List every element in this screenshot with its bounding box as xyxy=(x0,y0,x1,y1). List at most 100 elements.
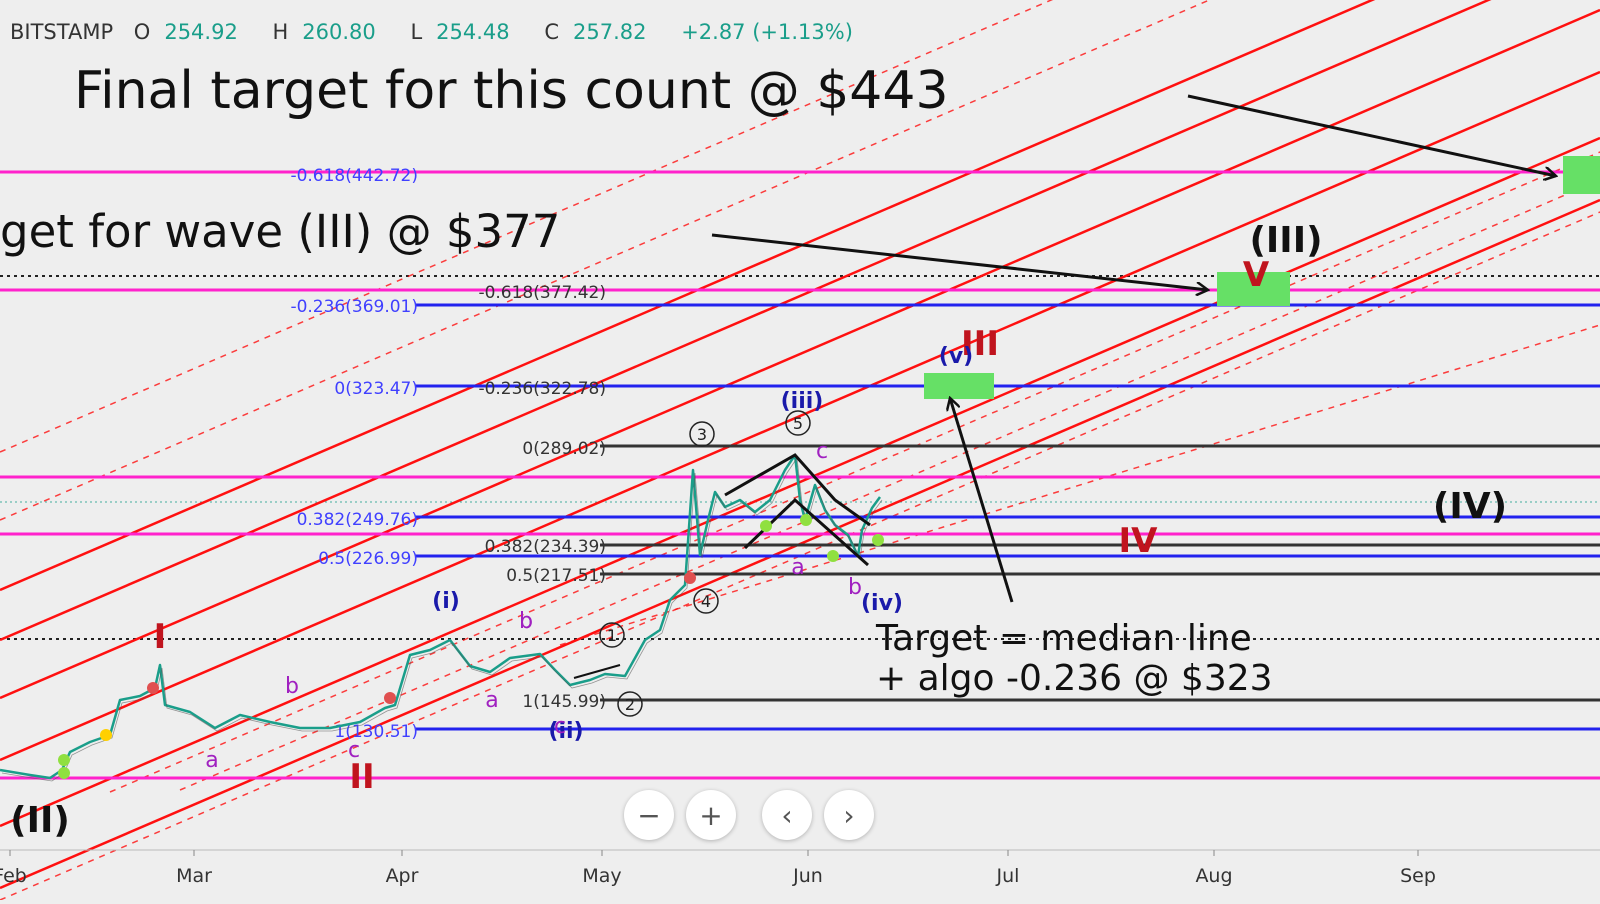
pivot-dot-marker xyxy=(384,692,396,704)
x-axis-tick-label: Sep xyxy=(1400,865,1436,887)
circled-wave-label: 1 xyxy=(607,626,617,645)
fib-label: -0.236(322.78) xyxy=(478,379,606,399)
close-value: 257.82 xyxy=(573,20,647,44)
circled-wave-marker xyxy=(693,588,719,614)
final-target-annotation: Final target for this count @ $443 xyxy=(74,61,949,121)
wave-label-purple: c xyxy=(554,714,566,739)
target-box-377 xyxy=(1217,272,1290,306)
wedge-line-lower xyxy=(743,497,869,567)
channel-dashed-line xyxy=(0,0,1212,521)
wave-label-purple: b xyxy=(285,674,299,699)
fib-label: -0.236(369.01) xyxy=(290,297,418,317)
median-line-annotation: + algo -0.236 @ $323 xyxy=(876,658,1273,699)
wave-label-purple: b xyxy=(848,575,862,600)
wave3-target-arrow xyxy=(711,233,1208,290)
pivot-dot-marker xyxy=(100,729,112,741)
fib-label: -0.618(442.72) xyxy=(290,166,418,186)
circled-wave-marker xyxy=(785,410,811,436)
pivot-dot-marker xyxy=(147,682,159,694)
channel-line xyxy=(0,70,1600,762)
x-axis-tick-label: Feb xyxy=(0,865,27,887)
open-label: O xyxy=(133,20,151,44)
high-label: H xyxy=(272,20,289,44)
open-value: 254.92 xyxy=(164,20,238,44)
wave-label-black: (II) xyxy=(10,800,70,841)
circled-wave-label: 2 xyxy=(625,695,635,714)
wave-label-purple: a xyxy=(791,555,804,580)
wave-label-red: III xyxy=(961,324,999,364)
wave-label-blue: (ii) xyxy=(548,719,583,744)
wave-label-purple: b xyxy=(519,609,533,634)
high-value: 260.80 xyxy=(302,20,376,44)
pivot-dot-marker xyxy=(58,767,70,779)
channel-line xyxy=(0,0,1492,642)
circled-wave-marker xyxy=(599,622,625,648)
pivot-dot-marker xyxy=(827,550,839,562)
wave-label-purple: a xyxy=(485,688,498,713)
wave-label-red: II xyxy=(349,757,374,797)
wave-label-purple: a xyxy=(205,748,218,773)
fib-label: 0.5(217.51) xyxy=(506,566,606,586)
close-label: C xyxy=(544,20,560,44)
circled-wave-label: 3 xyxy=(697,425,707,444)
change-value: +2.87 (+1.13%) xyxy=(681,20,853,44)
price-series-shadow xyxy=(1,456,883,782)
pivot-dot-marker xyxy=(872,534,884,546)
circled-wave-label: 4 xyxy=(701,592,711,611)
zoom-controls: − + ‹ › xyxy=(624,790,886,840)
final-target-arrow xyxy=(1187,94,1556,176)
fib-label: 0(289.02) xyxy=(522,439,606,459)
channel-dashed-line xyxy=(0,0,1054,453)
x-axis-tick-label: Mar xyxy=(176,865,212,887)
price-series-line xyxy=(0,453,882,780)
wave-label-blue: (i) xyxy=(432,589,460,614)
wedge-line-upper xyxy=(724,453,871,527)
wave-label-black: (III) xyxy=(1249,220,1322,261)
fib-label: -0.618(377.42) xyxy=(478,283,606,303)
wave3-target-annotation: get for wave (III) @ $377 xyxy=(0,205,560,258)
fib-label: 1(130.51) xyxy=(334,722,418,742)
x-axis-tick-label: May xyxy=(582,865,621,887)
x-axis-tick-label: Jun xyxy=(792,865,823,887)
pivot-dot-marker xyxy=(58,754,70,766)
wave-label-red: I xyxy=(154,617,167,657)
low-value: 254.48 xyxy=(436,20,510,44)
channel-dashed-line xyxy=(179,179,1600,791)
circled-wave-marker xyxy=(617,691,643,717)
scroll-forward-button[interactable]: › xyxy=(824,790,874,840)
wave-connector-line xyxy=(573,664,621,679)
pivot-dot-marker xyxy=(760,520,772,532)
circled-wave-marker xyxy=(689,421,715,447)
circled-wave-label: 5 xyxy=(793,414,803,433)
median-target-arrow xyxy=(950,398,1014,603)
fib-label: 0.382(249.76) xyxy=(297,510,418,530)
fib-label: 0.382(234.39) xyxy=(485,537,606,557)
wave-label-blue: (iv) xyxy=(861,591,903,616)
ohlc-header: BITSTAMP O 254.92 H 260.80 L 254.48 C 257.82… xyxy=(10,20,867,44)
channel-dashed-line xyxy=(0,211,1600,901)
wave-label-purple: c xyxy=(816,439,828,464)
pivot-dot-marker xyxy=(800,514,812,526)
wave-label-black: (IV) xyxy=(1433,486,1507,527)
channel-dashed-line xyxy=(559,324,1600,646)
wave-label-purple: c xyxy=(348,738,360,763)
scroll-back-button[interactable]: ‹ xyxy=(762,790,812,840)
x-axis-tick-label: Aug xyxy=(1195,865,1232,887)
target-box-443 xyxy=(1563,156,1600,194)
channel-line xyxy=(0,8,1600,700)
zoom-out-button[interactable]: − xyxy=(624,790,674,840)
wave-label-blue: (iii) xyxy=(781,389,824,414)
x-axis-tick-label: Apr xyxy=(386,865,419,887)
fib-label: 0(323.47) xyxy=(334,379,418,399)
wave-label-red: IV xyxy=(1119,521,1159,561)
target-box-323 xyxy=(924,373,994,399)
fib-label: 1(145.99) xyxy=(522,692,606,712)
fib-label: 0.5(226.99) xyxy=(318,549,418,569)
wave-label-purple: b xyxy=(519,609,533,634)
zoom-in-button[interactable]: + xyxy=(686,790,736,840)
symbol-label[interactable]: BITSTAMP xyxy=(10,20,114,44)
wave-label-red: V xyxy=(1243,255,1270,295)
median-line-annotation: Target = median line xyxy=(875,618,1252,659)
